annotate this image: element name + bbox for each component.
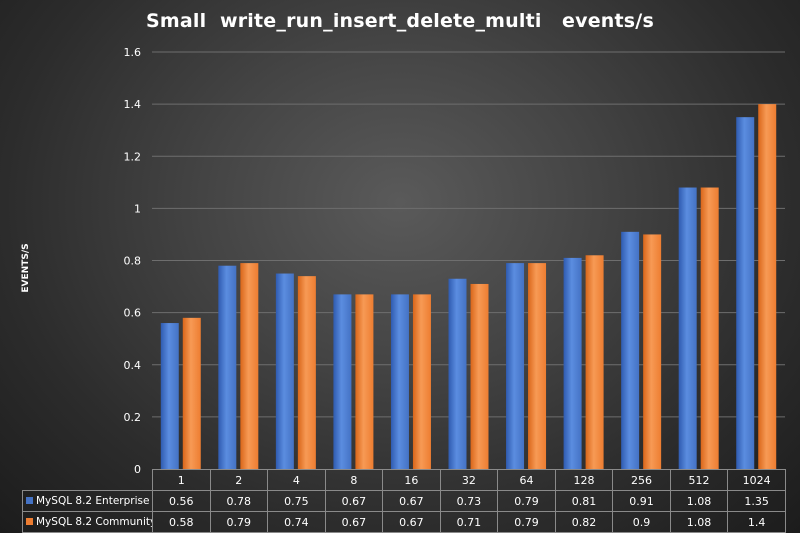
bar-community xyxy=(470,283,489,469)
data-table-row: MySQL 8.2 Community 0.58 0.79 0.74 0.67 0.67 0… xyxy=(22,511,786,533)
data-label: 0.78 xyxy=(209,490,269,512)
bar-community xyxy=(758,104,777,469)
data-label: 1.08 xyxy=(669,490,729,512)
data-label: 0.79 xyxy=(209,511,269,533)
bar-community xyxy=(182,317,201,469)
y-tick-label: 0.8 xyxy=(124,255,142,268)
data-label: 0.67 xyxy=(324,490,384,512)
x-tick-label: 512 xyxy=(669,469,729,491)
x-tick-label: 1 xyxy=(152,469,211,491)
bar-enterprise xyxy=(736,117,755,469)
legend-swatch xyxy=(26,517,33,525)
data-table-row: MySQL 8.2 Enterprise 0.56 0.78 0.75 0.67 0.67… xyxy=(22,490,786,512)
data-label: 0.58 xyxy=(152,511,211,533)
bar-enterprise xyxy=(275,273,294,469)
y-tick-label: 1.6 xyxy=(124,46,142,59)
data-label: 0.73 xyxy=(439,490,499,512)
legend-swatch xyxy=(26,496,33,504)
y-tick-label: 1.4 xyxy=(124,98,142,111)
x-tick-label: 1024 xyxy=(727,469,786,491)
data-table: 1 2 4 8 16 32 64 128 256 512 1024 MySQL 8.2 Enterp… xyxy=(22,469,786,533)
data-label: 1.35 xyxy=(727,490,786,512)
bar-community xyxy=(528,263,547,469)
x-tick-label: 32 xyxy=(439,469,499,491)
bar-community xyxy=(585,255,604,469)
data-label: 0.67 xyxy=(324,511,384,533)
x-tick-label: 16 xyxy=(382,469,441,491)
x-tick-label: 4 xyxy=(267,469,326,491)
data-label: 1.4 xyxy=(727,511,786,533)
data-label: 0.79 xyxy=(497,511,556,533)
data-label: 0.79 xyxy=(497,490,556,512)
bar-enterprise xyxy=(160,323,179,469)
chart-title: Small write_run_insert_delete_multi even… xyxy=(146,10,654,32)
legend-label: MySQL 8.2 Community xyxy=(36,516,153,528)
data-table-header-row: 1 2 4 8 16 32 64 128 256 512 1024 xyxy=(22,469,786,491)
bar-community xyxy=(355,294,374,469)
table-corner xyxy=(22,469,153,491)
data-label: 0.67 xyxy=(382,511,441,533)
y-tick-label: 0.4 xyxy=(124,359,142,372)
bar-enterprise xyxy=(448,278,467,469)
data-label: 0.81 xyxy=(554,490,614,512)
bar-enterprise xyxy=(563,257,582,469)
x-tick-label: 128 xyxy=(554,469,614,491)
data-label: 0.91 xyxy=(612,490,671,512)
bar-enterprise xyxy=(333,294,352,469)
bar-community xyxy=(412,294,431,469)
bar-community xyxy=(297,276,316,469)
x-tick-label: 8 xyxy=(324,469,384,491)
data-label: 0.82 xyxy=(554,511,614,533)
data-label: 0.56 xyxy=(152,490,211,512)
bar-enterprise xyxy=(678,187,697,469)
legend-entry: MySQL 8.2 Enterprise xyxy=(22,490,153,512)
x-tick-label: 2 xyxy=(209,469,269,491)
bar-enterprise xyxy=(218,265,237,469)
legend-label: MySQL 8.2 Enterprise xyxy=(36,495,150,507)
y-tick-label: 0.6 xyxy=(124,307,142,320)
bar-enterprise xyxy=(506,263,525,469)
data-label: 0.71 xyxy=(439,511,499,533)
data-label: 0.67 xyxy=(382,490,441,512)
data-label: 0.75 xyxy=(267,490,326,512)
y-tick-label: 1.2 xyxy=(124,150,142,163)
y-tick-label: 0.2 xyxy=(124,411,142,424)
bar-enterprise xyxy=(621,231,640,469)
y-tick-label: 1 xyxy=(134,202,141,215)
data-label: 0.74 xyxy=(267,511,326,533)
legend-entry: MySQL 8.2 Community xyxy=(22,511,153,533)
data-label: 1.08 xyxy=(669,511,729,533)
bar-enterprise xyxy=(390,294,409,469)
bar-community xyxy=(700,187,719,469)
data-label: 0.9 xyxy=(612,511,671,533)
bar-community xyxy=(643,234,662,469)
x-tick-label: 256 xyxy=(612,469,671,491)
bar-community xyxy=(240,263,259,469)
x-tick-label: 64 xyxy=(497,469,556,491)
